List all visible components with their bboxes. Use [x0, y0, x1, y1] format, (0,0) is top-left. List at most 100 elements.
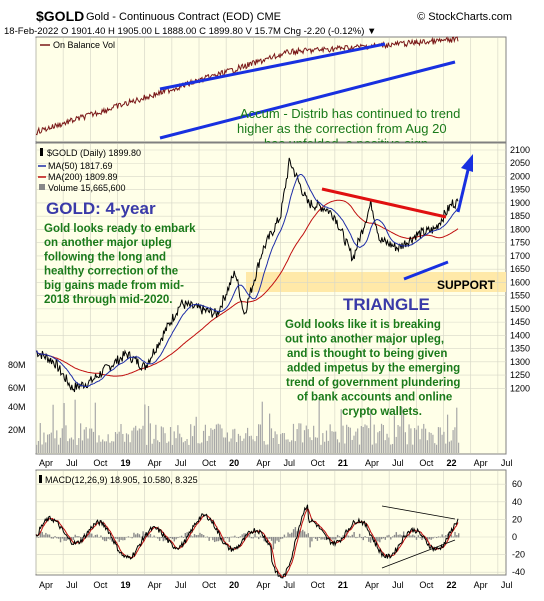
- macd-histogram-bar: [74, 534, 76, 538]
- volume-bar: [254, 441, 256, 453]
- volume-bar: [100, 441, 102, 453]
- volume-bar: [241, 440, 243, 453]
- volume-bar: [336, 439, 339, 453]
- volume-bar: [243, 438, 245, 453]
- macd-histogram-bar: [188, 533, 190, 538]
- macd-histogram-bar: [335, 537, 337, 540]
- macd-histogram-bar: [415, 537, 418, 540]
- price-tick-label: 1800: [510, 224, 530, 234]
- volume-bar: [92, 431, 95, 453]
- right-commentary-line: Gold looks like it is breaking: [285, 319, 441, 331]
- volume-bar: [201, 442, 203, 453]
- macd-histogram-bar: [309, 537, 311, 548]
- macd-histogram-bar: [158, 537, 161, 541]
- volume-bar: [217, 423, 219, 453]
- macd-histogram-bar: [160, 537, 163, 539]
- macd-histogram-bar: [270, 537, 273, 541]
- macd-histogram-bar: [122, 537, 124, 541]
- price-tick-label: 1550: [510, 291, 530, 301]
- macd-histogram-bar: [109, 537, 111, 540]
- quote-line: 18-Feb-2022 O 1901.40 H 1905.00 L 1888.0…: [4, 26, 377, 37]
- volume-bar: [162, 427, 164, 453]
- volume-bar: [417, 425, 419, 453]
- volume-bars: [36, 399, 460, 453]
- macd-histogram-bar: [45, 532, 47, 538]
- volume-bar: [69, 438, 71, 453]
- macd-histogram-bar: [120, 537, 122, 540]
- macd-histogram-bar: [423, 537, 425, 539]
- volume-bar: [98, 435, 100, 453]
- macd-histogram-bar: [432, 537, 434, 539]
- obv-trendline-lower: [159, 60, 456, 140]
- volume-bar: [445, 443, 447, 453]
- price-tick-label: 1250: [510, 370, 530, 380]
- macd-panel: [35, 469, 507, 576]
- volume-bar: [103, 441, 106, 453]
- volume-bar: [324, 441, 326, 453]
- macd-histogram-bar: [197, 534, 199, 538]
- volume-tick-label: 40M: [8, 402, 26, 412]
- left-commentary: Gold looks ready to embark on another maj…: [44, 223, 196, 306]
- volume-bar: [228, 441, 230, 453]
- macd-histogram-bar: [193, 534, 196, 538]
- volume-bar: [91, 428, 93, 453]
- volume-bar: [114, 432, 117, 453]
- volume-bar: [390, 444, 392, 453]
- macd-histogram-bar: [125, 536, 128, 538]
- macd-histogram-bar: [81, 537, 84, 538]
- macd-legend-icon: [39, 475, 42, 483]
- macd-histogram-bar: [149, 533, 152, 538]
- volume-bar: [272, 438, 274, 453]
- ma50-line: [35, 174, 459, 387]
- macd-histogram-bar: [448, 531, 451, 538]
- macd-histogram-bar: [375, 537, 377, 543]
- volume-bar: [48, 434, 51, 453]
- macd-histogram-bar: [70, 537, 73, 542]
- left-commentary-line: on another major upleg: [44, 237, 172, 249]
- macd-histogram-bar: [276, 537, 278, 541]
- volume-bar: [169, 427, 172, 453]
- macd-histogram-bar: [202, 535, 205, 538]
- volume-bar: [412, 444, 414, 453]
- macd-histogram-bar: [318, 537, 320, 539]
- volume-bar: [157, 440, 159, 453]
- macd-histogram-bar: [445, 535, 447, 538]
- price-panel: [35, 142, 507, 455]
- macd-histogram-bar: [208, 537, 210, 541]
- volume-bar: [294, 441, 296, 453]
- macd-histogram-bar: [360, 537, 363, 539]
- volume-bar: [58, 444, 60, 453]
- macd-histogram-bar: [61, 537, 64, 539]
- macd-histogram-bar: [338, 536, 341, 538]
- x-tick-label: 22: [447, 580, 457, 590]
- volume-bar: [399, 426, 401, 453]
- x-axis-price: Apr Jul Oct 19 Apr Jul Oct 20 Apr Jul Oct 21 Apr Jul O…: [39, 458, 512, 468]
- price-y-axis: 2100 2050 2000 1950 1900 1850 1800 1750 1700 1650…: [510, 145, 530, 393]
- macd-histogram-bar: [78, 536, 80, 538]
- macd-histogram-bar: [41, 531, 43, 538]
- macd-histogram-bar: [434, 536, 436, 538]
- volume-bar: [87, 438, 89, 453]
- macd-histogram-bar: [87, 533, 89, 538]
- price-tick-label: 1350: [510, 344, 530, 354]
- volume-bar: [305, 425, 307, 453]
- volume-bar: [206, 440, 208, 453]
- volume-bar: [368, 428, 370, 453]
- macd-histogram-bar: [417, 535, 420, 538]
- macd-histogram-bar: [199, 532, 201, 538]
- triangle-resistance-line: [321, 187, 447, 219]
- macd-histogram-bar: [235, 537, 238, 538]
- x-tick-label: Jul: [501, 580, 513, 590]
- volume-bar: [151, 443, 153, 453]
- macd-tick-label: -20: [512, 550, 525, 560]
- macd-histogram-bar: [131, 537, 133, 539]
- macd-histogram-bar: [190, 535, 192, 538]
- macd-histogram-bar: [39, 530, 42, 538]
- macd-histogram-bar: [399, 534, 401, 538]
- volume-bar: [226, 432, 229, 453]
- volume-bar: [432, 434, 434, 453]
- macd-histogram-bar: [63, 537, 65, 541]
- volume-bar: [247, 427, 249, 453]
- volume-bar: [131, 430, 133, 453]
- price-legend-title: $GOLD (Daily) 1899.80: [47, 148, 141, 158]
